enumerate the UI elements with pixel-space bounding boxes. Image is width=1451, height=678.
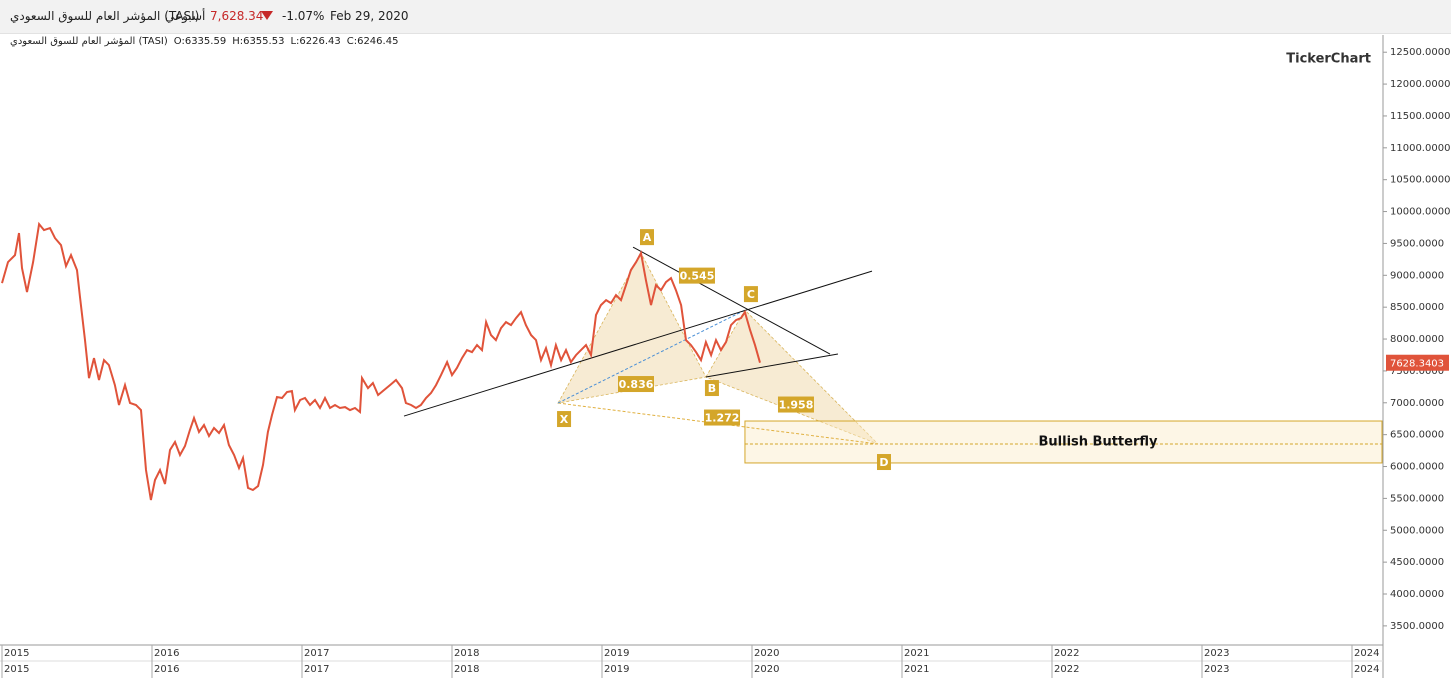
low: L:6226.43 [290,36,341,47]
y-tick-label: 9500.0000 [1390,238,1444,249]
last-price-tag [1386,354,1449,371]
y-tick-label: 11000.0000 [1390,143,1450,154]
close: C:6246.45 [346,36,399,47]
ratio-label: 0.545 [680,270,715,283]
y-tick-label: 9000.0000 [1390,270,1444,281]
x-tick-label: 2016 [154,664,179,675]
period: أسبوعي [165,9,206,23]
ratio-label: 0.836 [619,378,654,391]
down-arrow [261,11,273,20]
y-tick-label: 11500.0000 [1390,111,1450,122]
x-tick-label: 2021 [904,648,929,659]
date: Feb 29, 2020 [330,9,409,23]
x-tick-label: 2023 [1204,648,1229,659]
pattern-triangle [705,309,879,445]
x-tick-label: 2017 [304,664,329,675]
high: H:6355.53 [232,36,285,47]
x-tick-label: 2020 [754,648,779,659]
ratio-label: 1.272 [705,412,740,425]
x-tick-label: 2017 [304,648,329,659]
x-tick-label: 2020 [754,664,779,675]
ratio-label-box [618,376,654,393]
point-label: C [747,288,755,301]
price: 7,628.34 [210,9,264,23]
ohlc-line: المؤشر العام للسوق السعودي (TASI) O:6335.… [10,36,404,47]
x-tick-label: 2019 [604,648,629,659]
trendline [403,270,873,417]
open: O:6335.59 [173,36,227,47]
symbol: المؤشر العام للسوق السعودي (TASI) [10,36,168,47]
y-tick-label: 12000.0000 [1390,79,1450,90]
point-label: X [560,413,569,426]
y-tick-label: 7000.0000 [1390,398,1444,409]
x-tick-label: 2022 [1054,664,1079,675]
target-zone [744,420,1383,464]
y-tick-label: 5500.0000 [1390,493,1444,504]
point-label: D [879,456,888,469]
pattern-name: Bullish Butterfly [1039,434,1159,449]
x-tick-label: 2015 [4,664,29,675]
header-bar: المؤشر العام للسوق السعودي (TASI) أسبوعي… [0,0,1451,34]
x-tick-label: 2015 [4,648,29,659]
trendline [705,353,839,378]
point-label-box [743,286,758,303]
y-tick-label: 8500.0000 [1390,302,1444,313]
point-label: B [708,382,716,395]
y-tick-label: 3500.0000 [1390,621,1444,632]
point-label: A [643,231,652,244]
y-tick-label: 10500.0000 [1390,175,1450,186]
y-tick-label: 12500.0000 [1390,47,1450,58]
x-tick-label: 2016 [154,648,179,659]
point-label-box [557,411,572,428]
symbol: المؤشر العام للسوق السعودي (TASI) [10,9,200,23]
x-tick-label: 2018 [454,664,479,675]
x-tick-label: 2021 [904,664,929,675]
trendline [632,246,831,355]
point-label-box [640,229,654,246]
x-tick-label: 2024 [1354,664,1379,675]
ratio-label: 1.958 [779,399,814,412]
x-tick-label: 2022 [1054,648,1079,659]
y-tick-label: 6000.0000 [1390,462,1444,473]
x-tick-label: 2018 [454,648,479,659]
ratio-label-box [777,396,814,413]
x-tick-label: 2019 [604,664,629,675]
x-tick-label: 2023 [1204,664,1229,675]
y-tick-label: 10000.0000 [1390,207,1450,218]
y-tick-label: 5000.0000 [1390,525,1444,536]
change: -1.07% [282,9,325,23]
y-tick-label: 4000.0000 [1390,589,1444,600]
ratio-label-box [678,267,715,284]
point-label-box [704,380,719,397]
last-price-label: 7628.3403 [1390,359,1444,370]
price-line [1,221,761,501]
ratio-label-box [704,409,741,426]
watermark: TickerChart [1286,52,1371,67]
x-tick-label: 2024 [1354,648,1379,659]
y-tick-label: 7500.0000 [1390,366,1444,377]
y-tick-label: 6500.0000 [1390,430,1444,441]
y-tick-label: 4500.0000 [1390,557,1444,568]
point-label-box [877,454,891,471]
y-tick-label: 8000.0000 [1390,334,1444,345]
